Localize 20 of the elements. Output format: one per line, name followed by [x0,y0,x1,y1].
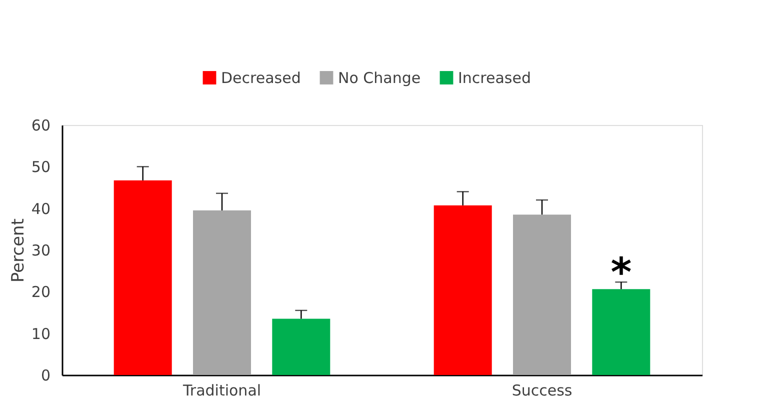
bar [434,205,492,375]
y-tick-label: 40 [31,200,50,218]
x-tick-label: Success [512,382,572,400]
x-tick-label: Traditional [182,382,262,400]
y-tick-label: 0 [40,366,50,384]
bar [272,318,330,375]
y-tick-label: 60 [31,116,50,134]
bar [114,180,172,375]
bar [592,289,650,375]
y-tick-label: 50 [31,158,50,176]
legend-label: No Change [338,68,421,87]
bar [513,214,571,375]
annotation: * [610,250,632,296]
y-tick-label: 10 [31,324,50,343]
y-tick-label: 30 [31,242,50,260]
bar [193,210,251,375]
y-tick-label: 20 [31,283,50,302]
y-axis-title: Percent [8,218,28,282]
legend-label: Increased [458,68,532,87]
legend-label: Decreased [221,68,301,87]
